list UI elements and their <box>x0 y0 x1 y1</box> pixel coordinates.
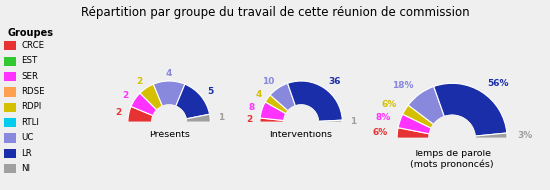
Text: 36: 36 <box>328 77 341 86</box>
FancyBboxPatch shape <box>4 87 16 97</box>
FancyBboxPatch shape <box>4 134 16 143</box>
Text: Groupes: Groupes <box>8 28 54 38</box>
FancyBboxPatch shape <box>4 164 16 173</box>
Wedge shape <box>475 133 507 138</box>
Polygon shape <box>124 122 214 137</box>
Polygon shape <box>152 105 186 122</box>
Wedge shape <box>176 84 210 119</box>
FancyBboxPatch shape <box>4 57 16 66</box>
Text: Présents: Présents <box>148 130 190 139</box>
Text: 10: 10 <box>262 77 274 86</box>
Text: Temps de parole
(mots prononcés): Temps de parole (mots prononcés) <box>410 149 494 169</box>
Text: 6%: 6% <box>372 127 388 137</box>
Text: 5: 5 <box>207 87 213 96</box>
Wedge shape <box>260 102 286 120</box>
FancyBboxPatch shape <box>4 72 16 81</box>
Text: 6%: 6% <box>382 100 397 109</box>
FancyBboxPatch shape <box>4 149 16 158</box>
Text: 1: 1 <box>218 113 224 122</box>
Text: NI: NI <box>21 164 30 173</box>
Polygon shape <box>429 115 475 138</box>
Text: 56%: 56% <box>487 79 508 88</box>
Text: 2: 2 <box>115 108 122 117</box>
Wedge shape <box>260 118 284 122</box>
Wedge shape <box>128 106 153 122</box>
Text: 2: 2 <box>123 91 129 100</box>
Text: 3%: 3% <box>517 131 532 140</box>
Text: EST: EST <box>21 56 37 65</box>
Polygon shape <box>256 122 346 137</box>
Wedge shape <box>140 84 162 110</box>
Wedge shape <box>318 120 342 122</box>
Text: 2: 2 <box>136 77 142 86</box>
Text: 2: 2 <box>246 115 252 124</box>
Text: Interventions: Interventions <box>270 130 333 139</box>
Wedge shape <box>434 83 507 136</box>
Text: 8: 8 <box>249 103 255 112</box>
Text: 4: 4 <box>166 69 172 78</box>
FancyBboxPatch shape <box>4 118 16 127</box>
Polygon shape <box>284 105 318 122</box>
Wedge shape <box>186 114 210 122</box>
Text: RDPI: RDPI <box>21 102 41 111</box>
Wedge shape <box>270 83 295 111</box>
Wedge shape <box>403 105 434 128</box>
Text: UC: UC <box>21 133 34 142</box>
Wedge shape <box>288 81 342 121</box>
Text: LR: LR <box>21 149 32 158</box>
Wedge shape <box>131 93 157 116</box>
FancyBboxPatch shape <box>4 41 16 50</box>
Text: CRCE: CRCE <box>21 41 45 50</box>
Text: 18%: 18% <box>392 82 414 90</box>
Text: Répartition par groupe du travail de cette réunion de commission: Répartition par groupe du travail de cet… <box>81 6 469 19</box>
Polygon shape <box>392 138 513 158</box>
Wedge shape <box>397 128 430 138</box>
Text: 1: 1 <box>350 116 356 126</box>
Wedge shape <box>398 114 431 134</box>
Text: 8%: 8% <box>375 113 390 122</box>
Wedge shape <box>153 81 185 106</box>
Text: RDSE: RDSE <box>21 87 45 96</box>
Text: SER: SER <box>21 72 38 81</box>
Text: RTLI: RTLI <box>21 118 39 127</box>
Wedge shape <box>265 95 288 114</box>
Wedge shape <box>408 86 444 124</box>
FancyBboxPatch shape <box>4 103 16 112</box>
Text: 4: 4 <box>255 89 261 99</box>
